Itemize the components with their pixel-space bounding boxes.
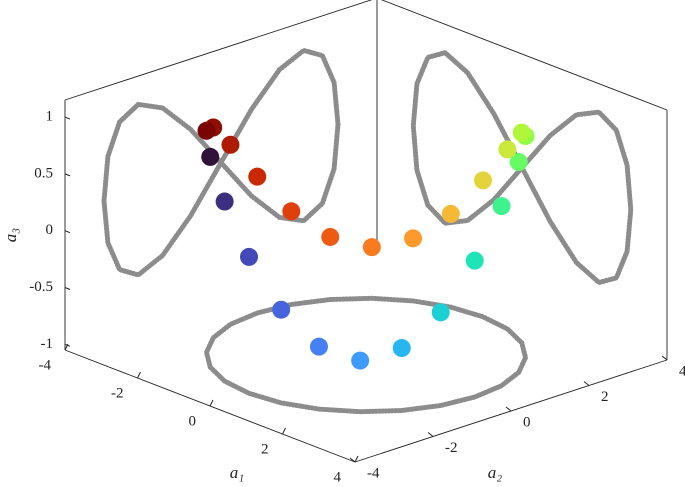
point bbox=[465, 251, 484, 270]
x-tick-label: 0 bbox=[189, 413, 197, 429]
x-tick bbox=[354, 455, 359, 463]
point bbox=[498, 140, 517, 159]
z-tick bbox=[64, 173, 71, 177]
z-tick-label: 1 bbox=[46, 108, 54, 124]
x-tick-label: -2 bbox=[111, 385, 124, 401]
floor-projection bbox=[203, 295, 529, 415]
point bbox=[309, 337, 328, 356]
y-tick bbox=[427, 432, 434, 437]
y-axis-label: a₂ bbox=[488, 463, 503, 482]
z-tick-label: 0.5 bbox=[34, 165, 53, 181]
y-tick-label: -4 bbox=[367, 465, 380, 481]
point bbox=[492, 197, 511, 216]
z-tick bbox=[64, 230, 71, 234]
z-tick-label: 0 bbox=[46, 222, 54, 238]
z-tick bbox=[64, 343, 71, 347]
point bbox=[215, 192, 234, 211]
point bbox=[512, 123, 531, 142]
x-tick bbox=[282, 427, 286, 435]
z-tick bbox=[64, 116, 71, 120]
z-tick bbox=[64, 287, 71, 290]
point bbox=[272, 300, 291, 319]
point bbox=[221, 135, 240, 154]
point bbox=[362, 238, 381, 257]
point bbox=[248, 167, 267, 186]
z-tick-label: -1 bbox=[41, 336, 54, 352]
point bbox=[474, 171, 492, 190]
point bbox=[431, 303, 450, 322]
z-tick-label: -0.5 bbox=[29, 279, 53, 295]
x-axis-label: a₁ bbox=[230, 463, 244, 482]
point bbox=[351, 351, 370, 370]
z-axis-label: a₃ bbox=[1, 228, 20, 243]
y-tick-label: 2 bbox=[601, 389, 609, 405]
point bbox=[404, 229, 423, 248]
point bbox=[392, 339, 411, 358]
point bbox=[441, 204, 460, 223]
y-tick bbox=[661, 355, 668, 361]
y-tick bbox=[349, 457, 356, 463]
x-tick-label: -4 bbox=[39, 357, 52, 373]
point bbox=[509, 153, 528, 172]
x-tick-label: 4 bbox=[334, 469, 342, 485]
axis-line bbox=[380, 0, 668, 111]
point bbox=[197, 121, 216, 140]
point bbox=[321, 227, 340, 246]
y-tick bbox=[583, 381, 590, 386]
y-tick bbox=[505, 406, 512, 412]
wall-projection-a1-a3 bbox=[410, 49, 634, 286]
x-tick-label: 2 bbox=[261, 441, 269, 457]
point bbox=[201, 147, 220, 166]
y-tick-label: 0 bbox=[523, 414, 531, 430]
y-tick-label: -2 bbox=[445, 440, 458, 456]
axis-line bbox=[64, 0, 373, 101]
wall-projection-a2-a3 bbox=[101, 47, 341, 278]
x-tick bbox=[209, 399, 214, 407]
x-tick bbox=[137, 371, 141, 379]
point bbox=[240, 247, 258, 266]
point bbox=[282, 202, 301, 221]
y-tick-label: 4 bbox=[679, 363, 685, 379]
